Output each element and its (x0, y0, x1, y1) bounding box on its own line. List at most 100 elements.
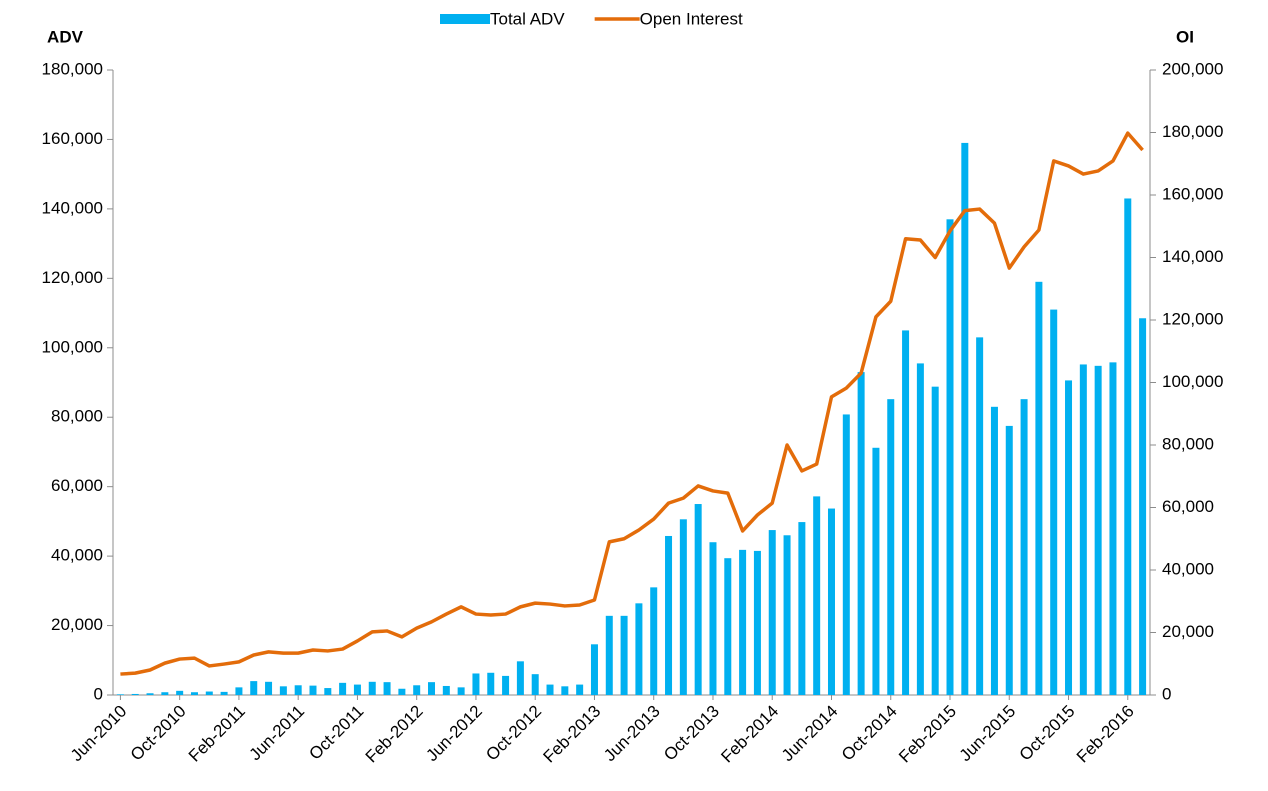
bar (190, 692, 198, 695)
bar (813, 496, 821, 695)
bar (620, 615, 628, 695)
x-tick-label: Oct-2013 (660, 702, 723, 765)
bar (235, 687, 243, 695)
x-tick-label: Feb-2012 (362, 702, 427, 767)
bar (1035, 281, 1043, 695)
bar (265, 681, 273, 695)
bar (961, 142, 969, 695)
bar (872, 447, 880, 695)
bar (679, 519, 687, 695)
bar (1109, 362, 1117, 695)
legend-swatch (440, 14, 490, 24)
bar (635, 603, 643, 695)
x-tick-label: Feb-2015 (895, 702, 960, 767)
bar (665, 535, 673, 695)
bar (946, 219, 954, 696)
bar (650, 587, 658, 695)
x-tick-label: Oct-2011 (305, 702, 367, 764)
bar (768, 530, 776, 695)
bar (561, 686, 569, 695)
bar (250, 681, 258, 695)
x-tick-label: Jun-2012 (422, 702, 486, 766)
y-tick-label: 100,000 (42, 337, 103, 356)
y2-tick-label: 60,000 (1162, 497, 1214, 516)
x-tick-label: Oct-2010 (127, 702, 190, 765)
bar (842, 414, 850, 695)
y2-tick-label: 140,000 (1162, 247, 1223, 266)
bar (1065, 380, 1073, 695)
x-tick-label: Feb-2014 (717, 702, 782, 767)
y-tick-label: 0 (94, 684, 103, 703)
bar (502, 675, 510, 695)
bar (531, 674, 539, 695)
bar (116, 694, 124, 695)
bar (1020, 399, 1028, 695)
bar (309, 685, 317, 695)
bar (487, 672, 495, 695)
y2-tick-label: 80,000 (1162, 434, 1214, 453)
y-tick-label: 180,000 (42, 59, 103, 78)
y2-tick-label: 0 (1162, 684, 1171, 703)
y-tick-label: 120,000 (42, 268, 103, 287)
y2-axis-label: OI (1176, 27, 1194, 46)
x-tick-label: Jun-2013 (600, 702, 664, 766)
x-tick-label: Jun-2010 (67, 702, 131, 766)
x-tick-label: Oct-2014 (838, 702, 901, 765)
bar (739, 549, 747, 695)
bar (990, 406, 998, 695)
x-tick-label: Oct-2015 (1016, 702, 1079, 765)
bar (1124, 198, 1132, 695)
bar (353, 684, 361, 695)
line (120, 131, 1144, 676)
x-tick-label: Jun-2014 (778, 702, 842, 766)
y-tick-label: 160,000 (42, 129, 103, 148)
bar (398, 688, 406, 695)
x-tick-label: Feb-2013 (540, 702, 605, 767)
x-tick-label: Jun-2011 (245, 702, 308, 765)
y2-tick-label: 100,000 (1162, 372, 1223, 391)
y-tick-label: 20,000 (51, 615, 103, 634)
bar (709, 542, 717, 695)
bar (1005, 425, 1013, 695)
bar (857, 372, 865, 695)
bar (146, 693, 154, 695)
bar (472, 673, 480, 695)
bar (976, 337, 984, 695)
bar (383, 682, 391, 695)
x-tick-label: Jun-2015 (956, 702, 1020, 766)
bar (576, 684, 584, 695)
x-tick-label: Feb-2016 (1073, 702, 1138, 767)
bar (324, 688, 332, 695)
bar (1139, 318, 1147, 695)
legend-label: Total ADV (490, 9, 565, 28)
bar (368, 681, 376, 695)
y-tick-label: 80,000 (51, 407, 103, 426)
bar (1079, 364, 1087, 695)
bar (442, 685, 450, 695)
bar (931, 386, 939, 695)
bar (279, 686, 287, 695)
y2-tick-label: 40,000 (1162, 559, 1214, 578)
y2-tick-label: 160,000 (1162, 184, 1223, 203)
y-tick-label: 140,000 (42, 198, 103, 217)
bar (902, 330, 910, 695)
bar (339, 682, 347, 695)
bar (605, 615, 613, 695)
bar (205, 691, 213, 695)
bar (724, 558, 732, 695)
bar (798, 522, 806, 695)
bar (294, 685, 302, 695)
y2-tick-label: 180,000 (1162, 122, 1223, 141)
bar (827, 508, 835, 695)
bar (753, 550, 761, 695)
y-tick-label: 60,000 (51, 476, 103, 495)
y2-tick-label: 200,000 (1162, 59, 1223, 78)
bar (457, 687, 465, 695)
bar (131, 693, 139, 695)
bar (887, 399, 895, 695)
bar (516, 661, 524, 695)
bar (694, 504, 702, 695)
bar (220, 691, 228, 695)
y-tick-label: 40,000 (51, 546, 103, 565)
